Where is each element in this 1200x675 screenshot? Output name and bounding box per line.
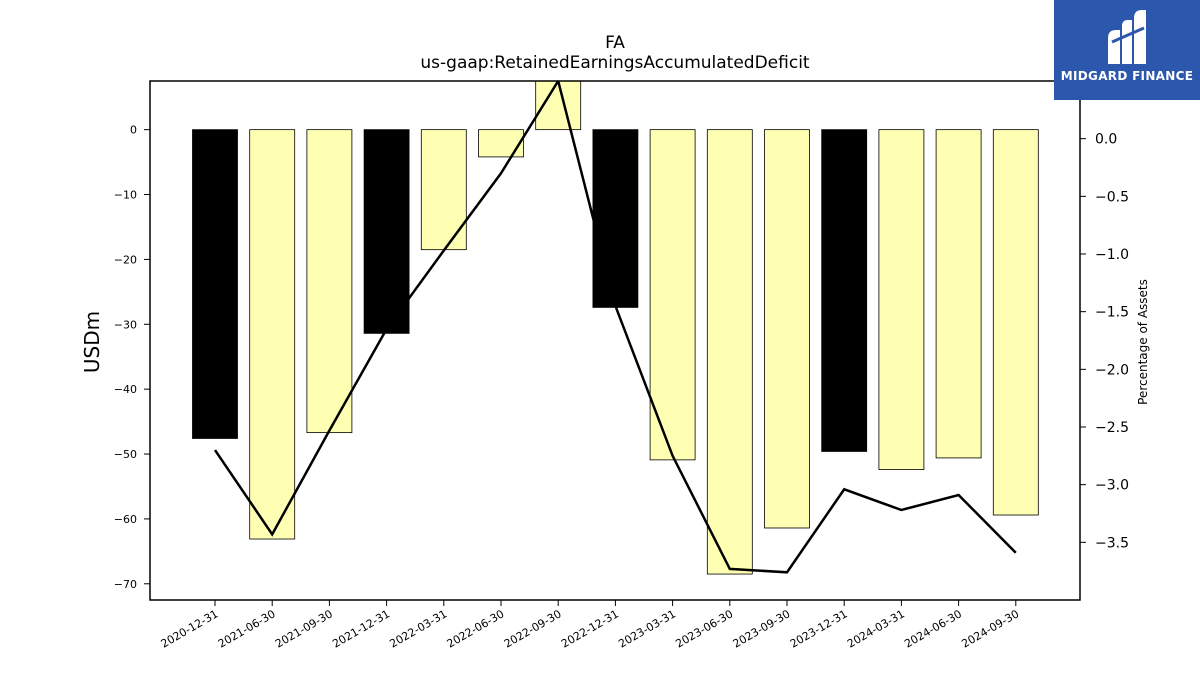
chart-subtitle: us-gaap:RetainedEarningsAccumulatedDefic… [420, 53, 810, 73]
y-tick-label-right: 0.0 [1095, 132, 1117, 148]
bar [649, 129, 696, 461]
series-line [213, 81, 1017, 574]
x-tick-label: 2023-06-30 [673, 607, 735, 650]
x-tick-label: 2024-06-30 [902, 607, 964, 650]
bar [992, 129, 1039, 516]
x-tick-label: 2023-03-31 [616, 607, 678, 650]
logo-mark-icon [1108, 10, 1146, 64]
y-axis-label-right: Percentage of Assets [1136, 279, 1150, 405]
y-tick-label-left: −50 [114, 448, 137, 461]
bar [935, 129, 982, 459]
bar [821, 129, 868, 452]
logo-text: MIDGARD FINANCE [1060, 69, 1194, 83]
bar [764, 129, 810, 529]
right-axis: 0.0 −0.5 −1.0 −1.5 −2.0 −2.5 −3.0 −3.5 [1080, 132, 1129, 551]
y-tick-label-left: −30 [114, 318, 137, 331]
bars-group [192, 81, 1039, 575]
y-tick-label-left: 0 [130, 124, 137, 137]
x-tick-label: 2022-03-31 [387, 607, 449, 650]
y-tick-label-left: −10 [114, 189, 137, 202]
x-tick-label: 2020-12-31 [159, 607, 221, 650]
bar [420, 129, 467, 251]
y-tick-label-right: −3.5 [1095, 535, 1129, 551]
chart-title: FA [605, 33, 625, 53]
y-axis-label-left: USDm [80, 311, 104, 373]
x-tick-label: 2022-12-31 [559, 607, 621, 650]
x-tick-label: 2024-09-30 [959, 607, 1021, 650]
x-tick-label: 2024-03-31 [845, 607, 907, 650]
y-tick-label-left: −20 [114, 253, 137, 266]
x-tick-label: 2023-09-30 [731, 607, 793, 650]
y-tick-label-left: −40 [114, 383, 137, 396]
y-tick-label-right: −1.0 [1095, 247, 1129, 263]
bar [306, 129, 353, 434]
bar [878, 129, 925, 471]
y-tick-label-left: −70 [114, 578, 137, 591]
y-tick-label-right: −3.0 [1095, 478, 1129, 494]
x-tick-label: 2023-12-31 [788, 607, 850, 650]
x-tick-label: 2021-12-31 [330, 607, 392, 650]
bar [363, 129, 410, 334]
left-axis: 0 −10 −20 −30 −40 −50 −60 −70 [114, 124, 150, 591]
x-axis: 2020-12-312021-06-302021-09-302021-12-31… [159, 600, 1021, 651]
x-tick-label: 2022-09-30 [502, 607, 564, 650]
x-tick-label: 2022-06-30 [445, 607, 507, 650]
y-tick-label-left: −60 [114, 513, 137, 526]
y-tick-label-right: −2.5 [1095, 420, 1129, 436]
bar [192, 129, 238, 439]
y-tick-label-right: −1.5 [1095, 305, 1129, 321]
x-tick-label: 2021-09-30 [273, 607, 335, 650]
brand-logo: MIDGARD FINANCE [1054, 0, 1200, 100]
bar [592, 129, 639, 308]
line-group [213, 81, 1017, 574]
x-tick-label: 2021-06-30 [216, 607, 278, 650]
y-tick-label-right: −0.5 [1095, 189, 1129, 205]
bar [249, 129, 296, 540]
y-tick-label-right: −2.0 [1095, 362, 1129, 378]
bar [478, 129, 524, 158]
bar [706, 129, 753, 575]
